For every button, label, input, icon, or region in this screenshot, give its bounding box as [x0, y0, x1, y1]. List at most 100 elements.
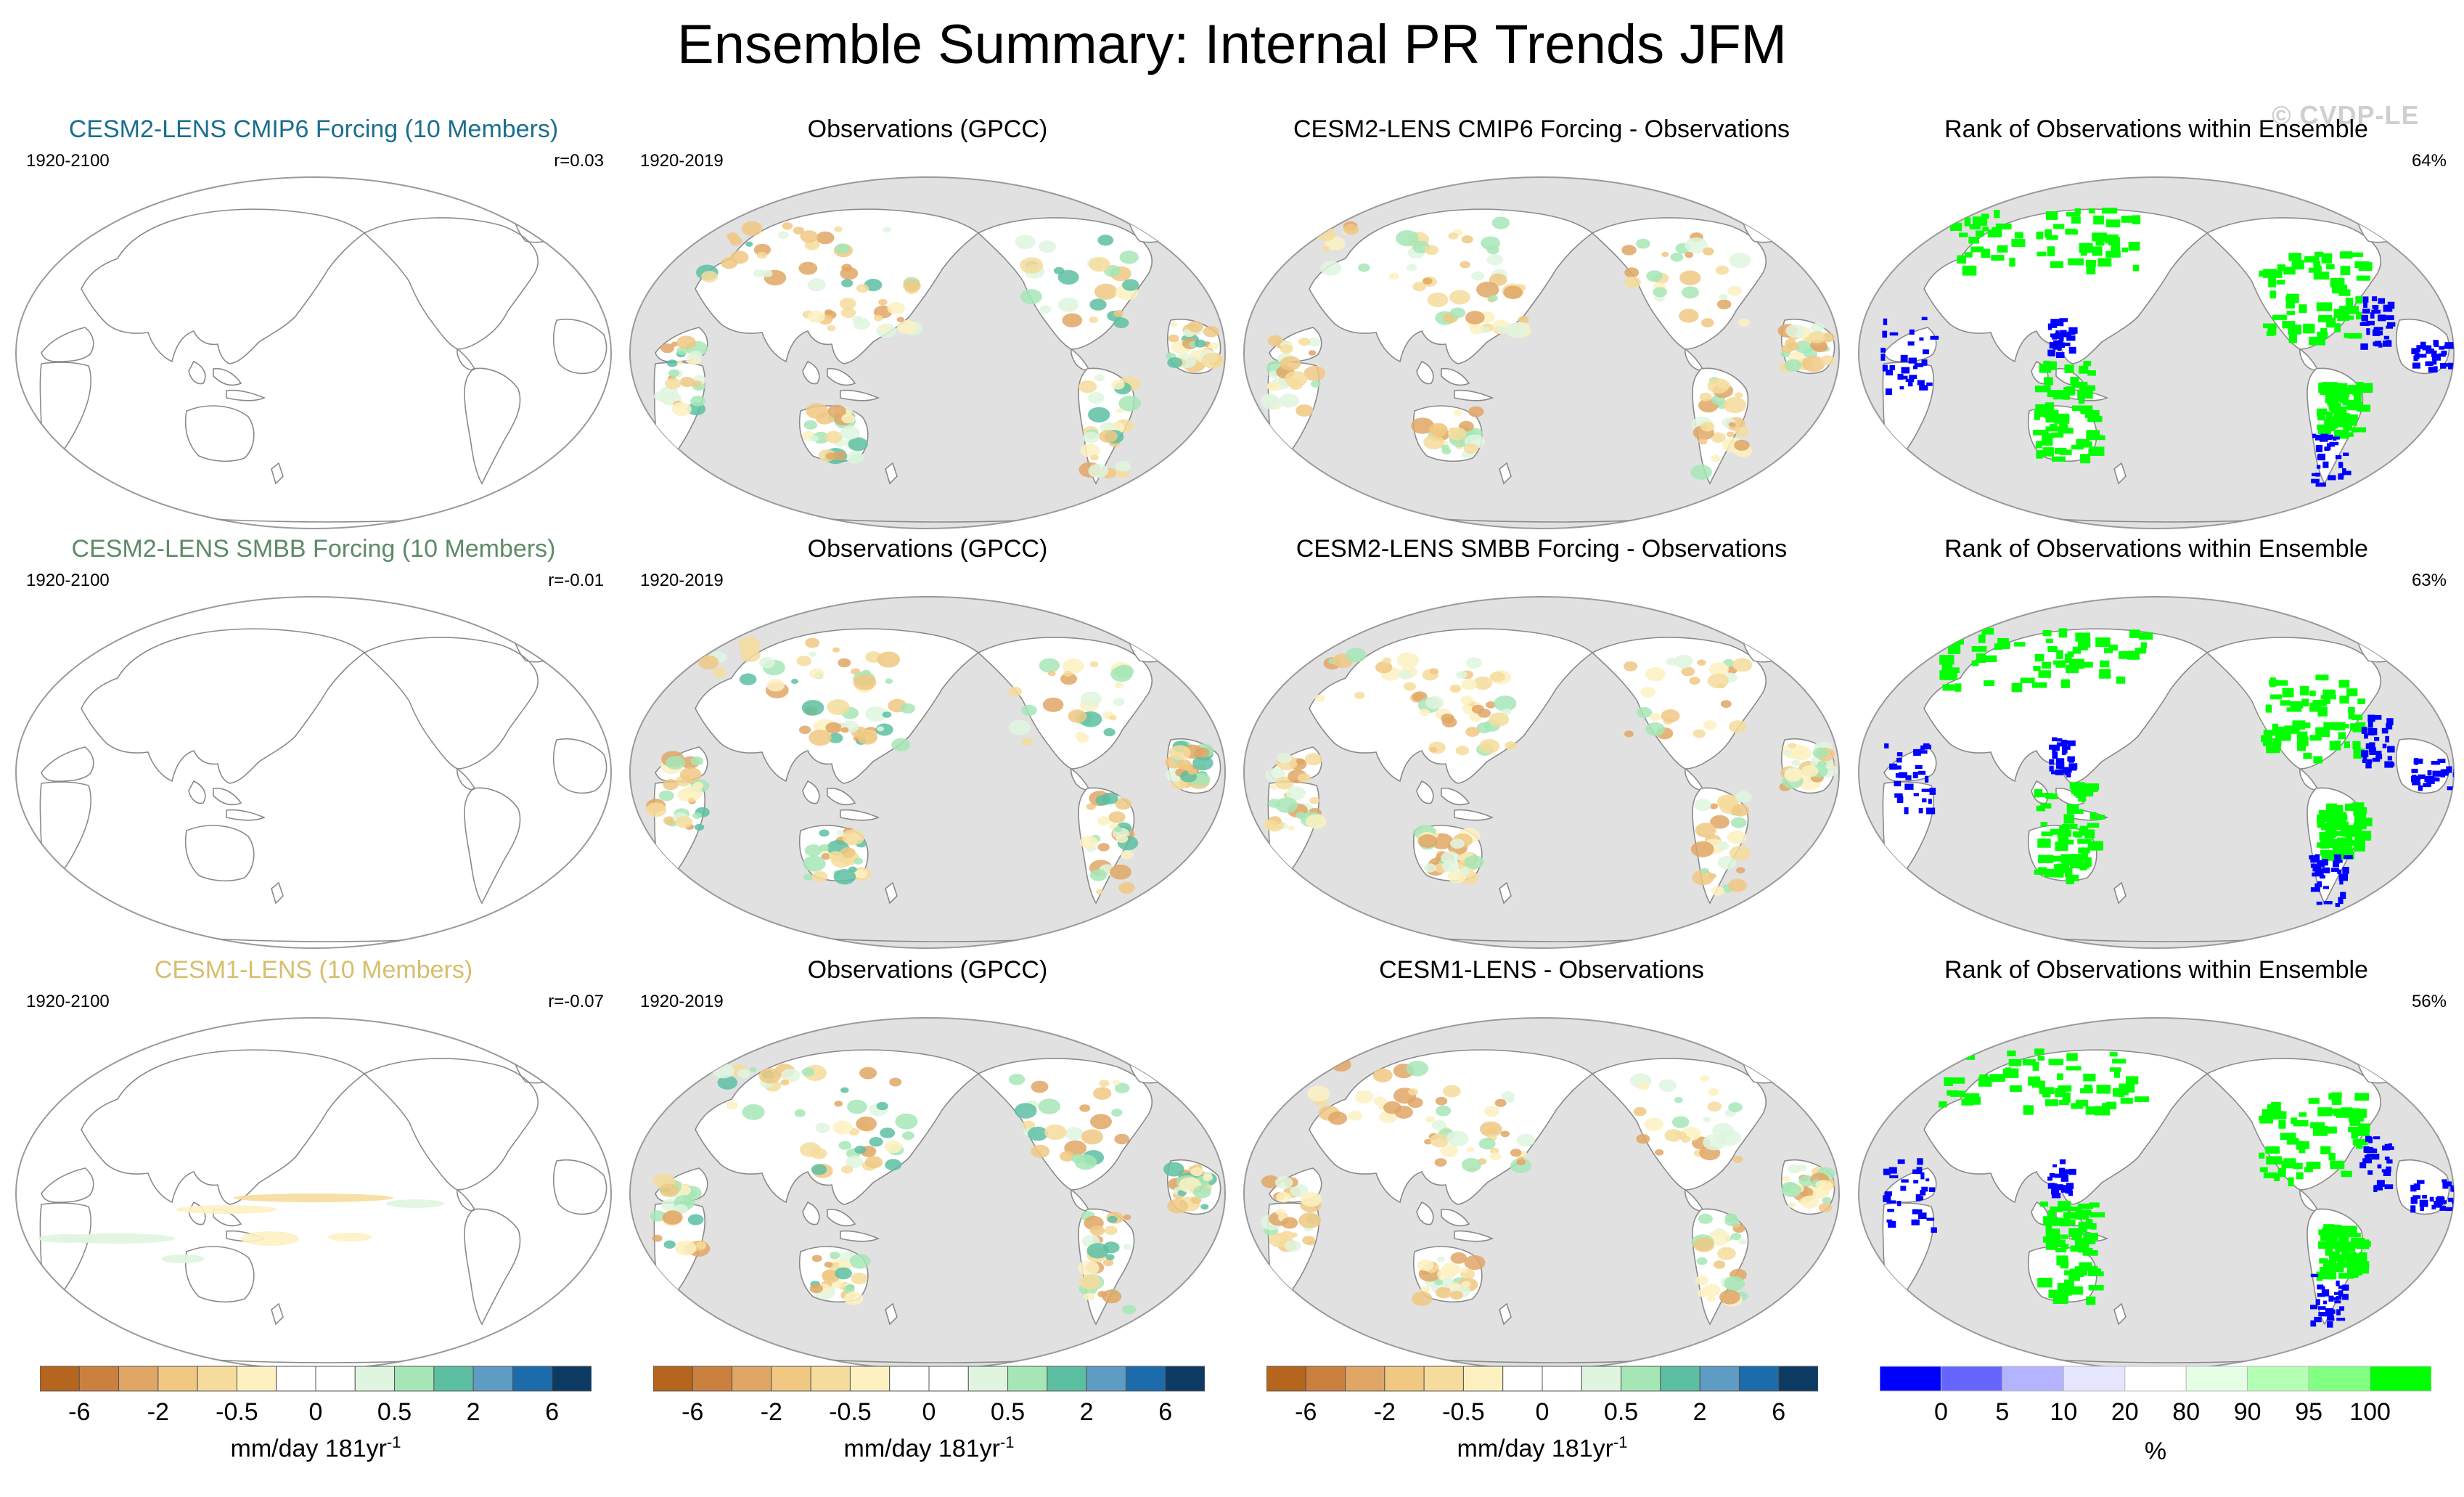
- rank-cell-high: [2343, 423, 2352, 431]
- coastline-southeast_asia: [802, 360, 880, 401]
- trend-cell: [903, 279, 921, 293]
- rank-cell-low: [1907, 341, 1915, 346]
- trend-cell: [1065, 1127, 1084, 1141]
- colorbar-box: [967, 1366, 1009, 1392]
- trend-cell: [1419, 709, 1430, 717]
- trend-cell: [1703, 1134, 1726, 1151]
- trend-cell: [1471, 704, 1485, 714]
- trend-cell: [1168, 334, 1179, 343]
- rank-cell-high: [2002, 1068, 2019, 1078]
- trend-cell: [1489, 1152, 1502, 1161]
- colorbar-tick-label: 6: [1772, 1398, 1786, 1426]
- rank-cell-high: [2313, 261, 2321, 266]
- trend-cell: [1693, 729, 1706, 738]
- trend-cell: [1090, 1114, 1112, 1130]
- rank-cell-low: [2049, 1172, 2055, 1178]
- rank-cell-low: [2049, 1183, 2055, 1187]
- panel-years: 1920-2019: [640, 992, 724, 1011]
- rank-cell-high: [2068, 1273, 2081, 1281]
- rank-cell-high: [2100, 660, 2110, 668]
- rank-colorbar: 0 5 10 20 80 90 95 100%: [1880, 1365, 2431, 1467]
- coastline-australia: [184, 825, 255, 882]
- trend-cell: [659, 1183, 679, 1197]
- rank-cell-high: [1959, 232, 1968, 237]
- trend-cell: [1015, 234, 1036, 250]
- trend-cell: [658, 790, 674, 801]
- rank-cell-low: [2387, 756, 2392, 761]
- rank-cell-high: [1969, 224, 1981, 230]
- trend-cell: [1114, 1133, 1130, 1145]
- rank-cell-low: [2433, 340, 2439, 346]
- coastline-europe: [41, 1167, 94, 1203]
- rank-cell-high: [2052, 855, 2068, 862]
- trend-cell: [1623, 661, 1638, 672]
- rank-cell-low: [2068, 1168, 2076, 1175]
- rank-cell-high: [2316, 302, 2333, 311]
- rank-cell-high: [2349, 1258, 2359, 1266]
- rank-cell-high: [2323, 722, 2340, 730]
- trend-cell: [1095, 889, 1104, 894]
- rank-cell-low: [2049, 765, 2054, 772]
- rank-cell-low: [2338, 462, 2344, 468]
- rank-cell-high: [2035, 408, 2052, 417]
- rank-cell-high: [2346, 836, 2353, 842]
- trend-cell: [839, 298, 856, 310]
- trend-cell: [1424, 245, 1439, 256]
- global-map: [15, 596, 612, 949]
- colorbar-box: [1581, 1366, 1622, 1392]
- trend-cell: [1088, 392, 1105, 404]
- rank-cell-low: [2442, 1179, 2447, 1183]
- trend-cell: [1170, 322, 1178, 327]
- rank-cell-high: [2037, 1056, 2045, 1061]
- trend-cell: [1358, 263, 1370, 272]
- map-panel: CESM2-LENS SMBB Forcing - Observations: [1237, 534, 1846, 955]
- rank-cell-low: [2431, 1204, 2436, 1210]
- rank-cell-high: [2121, 248, 2129, 253]
- rank-cell-low: [1920, 1172, 1925, 1180]
- rank-cell-high: [2047, 646, 2058, 653]
- trend-cell: [809, 435, 819, 442]
- rank-cell-high: [2088, 1284, 2104, 1291]
- colorbar-tick-label: 6: [1158, 1398, 1173, 1426]
- trend-cell: [1203, 326, 1219, 338]
- trend-cell: [1021, 738, 1034, 746]
- rank-cell-low: [2454, 1196, 2460, 1199]
- rank-cell-high: [2335, 1246, 2349, 1252]
- trend-cell: [1645, 667, 1666, 682]
- rank-cell-low: [2444, 343, 2449, 349]
- rank-cell-high: [2113, 1088, 2123, 1097]
- trend-cell: [692, 812, 702, 820]
- rank-cell-high: [1994, 210, 2000, 219]
- rank-cell-low: [1921, 359, 1928, 366]
- trend-cell: [1456, 671, 1468, 679]
- rank-cell-high: [2352, 727, 2365, 733]
- trend-cell: [1031, 1144, 1050, 1158]
- trend-cell: [1716, 794, 1739, 810]
- trend-cell: [1674, 1097, 1683, 1104]
- panel-title: Rank of Observations within Ensemble: [1944, 535, 2368, 563]
- trend-cell: [833, 451, 846, 460]
- rank-cell-low: [1925, 1178, 1930, 1182]
- rank-cell-low: [2055, 333, 2063, 339]
- trend-cell: [791, 679, 798, 684]
- trend-cell: [1711, 432, 1726, 443]
- trend-cell: [1700, 318, 1714, 327]
- trend-cell: [1461, 1158, 1481, 1172]
- rank-cell-high: [1964, 217, 1971, 227]
- coastline-nz: [885, 462, 898, 485]
- trend-cell: [846, 451, 864, 464]
- trend-cell: [854, 869, 868, 878]
- rank-cell-high: [2061, 824, 2078, 830]
- rank-cell-high: [2312, 700, 2327, 707]
- rank-cell-high: [2345, 840, 2357, 847]
- rank-cell-high: [2083, 1073, 2096, 1082]
- trend-cell: [1417, 834, 1438, 848]
- rank-cell-low: [1926, 382, 1933, 386]
- rank-cell-high: [1991, 255, 2005, 261]
- rank-cell-low: [1889, 332, 1899, 336]
- trend-cell: [1717, 856, 1737, 870]
- coastline-greenland: [1126, 1047, 1186, 1084]
- rank-cell-high: [2357, 698, 2365, 705]
- rank-cell-low: [2332, 1297, 2340, 1300]
- rank-cell-high: [2267, 325, 2277, 336]
